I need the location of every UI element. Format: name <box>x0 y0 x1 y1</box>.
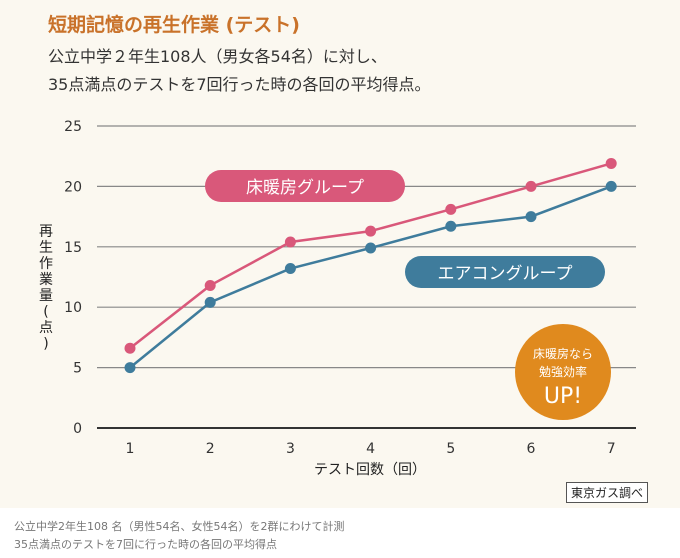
chart-subtitle-1: 公立中学２年生108人（男女各54名）に対し、 <box>48 47 387 66</box>
legend-label: 床暖房グループ <box>246 178 364 198</box>
y-tick-label: 20 <box>64 179 82 195</box>
y-axis-label-char: ) <box>43 336 48 352</box>
annotation-circle <box>515 324 611 420</box>
chart-panel <box>0 0 680 508</box>
data-point <box>525 180 537 192</box>
y-tick-label: 5 <box>73 361 82 377</box>
source-label: 東京ガス調べ <box>566 482 649 503</box>
x-axis-label: テスト回数（回） <box>314 462 426 478</box>
legend-badge <box>205 170 405 202</box>
data-point <box>124 362 136 374</box>
annotation-text: 床暖房なら <box>533 346 593 361</box>
y-axis-label-char: 業 <box>39 272 53 288</box>
data-point <box>204 279 216 291</box>
y-tick-label: 15 <box>64 240 82 256</box>
caption-2: 35点満点のテストを7回に行った時の各回の平均得点 <box>14 538 277 551</box>
y-axis-label-char: ( <box>43 304 48 320</box>
legend-badge <box>405 256 605 288</box>
x-tick-label: 7 <box>607 441 616 457</box>
data-point <box>525 211 537 223</box>
y-axis-label-char: 再 <box>39 224 53 240</box>
data-point <box>365 225 377 237</box>
x-tick-label: 2 <box>206 441 215 457</box>
x-tick-label: 5 <box>446 441 455 457</box>
x-tick-label: 3 <box>286 441 295 457</box>
y-axis-label-char: 作 <box>39 256 53 272</box>
y-tick-label: 0 <box>73 421 82 437</box>
x-tick-label: 4 <box>366 441 375 457</box>
y-axis-label-char: 点 <box>39 320 53 336</box>
caption-1: 公立中学2年生108 名（男性54名、女性54名）を2群にわけて計測 <box>14 520 345 533</box>
data-point <box>204 296 216 308</box>
data-point <box>284 236 296 248</box>
data-point <box>365 242 377 254</box>
data-point <box>605 180 617 192</box>
y-axis-label-char: 量 <box>39 288 53 304</box>
data-point <box>445 220 457 232</box>
data-point <box>445 203 457 215</box>
y-axis-label-char: 生 <box>39 240 53 256</box>
chart-title: 短期記憶の再生作業 (テスト) <box>48 14 300 36</box>
legend-label: エアコングループ <box>438 264 573 284</box>
annotation-text: UP! <box>544 384 582 409</box>
data-point <box>124 342 136 354</box>
annotation-text: 勉強効率 <box>539 364 587 379</box>
x-tick-label: 6 <box>527 441 536 457</box>
x-tick-label: 1 <box>126 441 135 457</box>
data-point <box>605 157 617 169</box>
y-tick-label: 10 <box>64 300 82 316</box>
y-tick-label: 25 <box>64 119 82 135</box>
data-point <box>284 263 296 275</box>
chart-subtitle-2: 35点満点のテストを7回行った時の各回の平均得点。 <box>48 75 431 94</box>
